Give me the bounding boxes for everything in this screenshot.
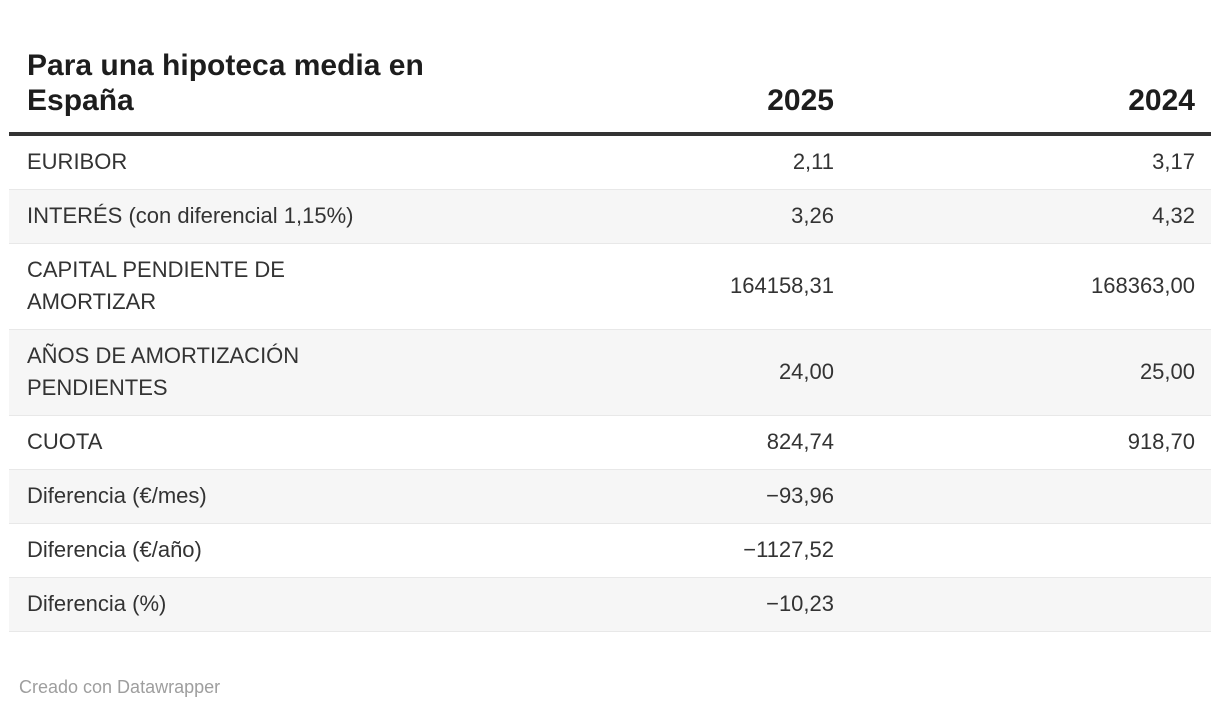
table-body: EURIBOR 2,11 3,17 INTERÉS (con diferenci… xyxy=(9,134,1211,632)
row-label-line: EURIBOR xyxy=(27,149,128,174)
value-cell-2024 xyxy=(850,524,1211,578)
value-cell-2025: −93,96 xyxy=(766,483,834,508)
table-row: CAPITAL PENDIENTE DE AMORTIZAR 164158,31… xyxy=(9,244,1211,330)
value-cell-2025: 2,11 xyxy=(792,149,834,174)
value-cell-2024 xyxy=(850,470,1211,524)
footer-credit: Creado con Datawrapper xyxy=(19,677,221,697)
value-cell-2025: 3,26 xyxy=(791,203,834,228)
row-label-line: Diferencia (€/año) xyxy=(27,537,202,562)
row-label-cell: Diferencia (€/mes) xyxy=(9,470,449,524)
table-row: Diferencia (€/mes) −93,96 xyxy=(9,469,1211,524)
table-row: AÑOS DE AMORTIZACIÓN PENDIENTES 24,00 25… xyxy=(9,329,1211,416)
mortgage-table: Para una hipoteca media en España 2025 2… xyxy=(9,0,1211,632)
title-line-1: Para una hipoteca media en xyxy=(27,49,424,82)
chart-title: Para una hipoteca media en España xyxy=(9,0,449,136)
value-cell-2025: 164158,31 xyxy=(730,273,834,298)
value-cell-2024: 3,17 xyxy=(1152,149,1195,174)
table-row: Diferencia (€/año) −1127,52 xyxy=(9,524,1211,578)
value-cell-2025: 824,74 xyxy=(766,429,834,454)
table-row: CUOTA 824,74 918,70 xyxy=(9,416,1211,470)
table-row: INTERÉS (con diferencial 1,15%) 3,26 4,3… xyxy=(9,189,1211,244)
value-cell-2024: 168363,00 xyxy=(1091,273,1195,298)
row-label-line: AÑOS DE AMORTIZACIÓN xyxy=(27,343,300,368)
row-label-cell: AÑOS DE AMORTIZACIÓN PENDIENTES xyxy=(9,330,449,416)
row-label-cell: CAPITAL PENDIENTE DE AMORTIZAR xyxy=(9,244,449,330)
column-header-2024: 2024 xyxy=(850,0,1211,136)
row-label-cell: Diferencia (€/año) xyxy=(9,524,449,578)
value-cell-2024: 918,70 xyxy=(1127,429,1195,454)
row-label-cell: EURIBOR xyxy=(9,134,449,190)
row-label-line: INTERÉS (con diferencial 1,15%) xyxy=(27,203,354,228)
row-label-line: PENDIENTES xyxy=(27,375,168,400)
column-header-2025: 2025 xyxy=(449,0,850,136)
value-cell-2024: 25,00 xyxy=(1139,359,1195,384)
row-label-line: AMORTIZAR xyxy=(27,289,157,314)
table-row: Diferencia (%) −10,23 xyxy=(9,577,1211,632)
table-row: EURIBOR 2,11 3,17 xyxy=(9,134,1211,190)
row-label-cell: CUOTA xyxy=(9,416,449,470)
row-label-cell: INTERÉS (con diferencial 1,15%) xyxy=(9,190,449,244)
title-line-2: España xyxy=(27,84,134,117)
value-cell-2024: 4,32 xyxy=(1152,203,1195,228)
value-cell-2025: −1127,52 xyxy=(743,537,834,562)
row-label-line: CAPITAL PENDIENTE DE xyxy=(27,257,285,282)
row-label-line: CUOTA xyxy=(27,429,103,454)
header-row: Para una hipoteca media en España 2025 2… xyxy=(9,0,1211,136)
value-cell-2025: −10,23 xyxy=(766,591,834,616)
value-cell-2024 xyxy=(850,578,1211,632)
value-cell-2025: 24,00 xyxy=(778,359,834,384)
row-label-cell: Diferencia (%) xyxy=(9,578,449,632)
row-label-line: Diferencia (€/mes) xyxy=(27,483,207,508)
row-label-line: Diferencia (%) xyxy=(27,591,167,616)
